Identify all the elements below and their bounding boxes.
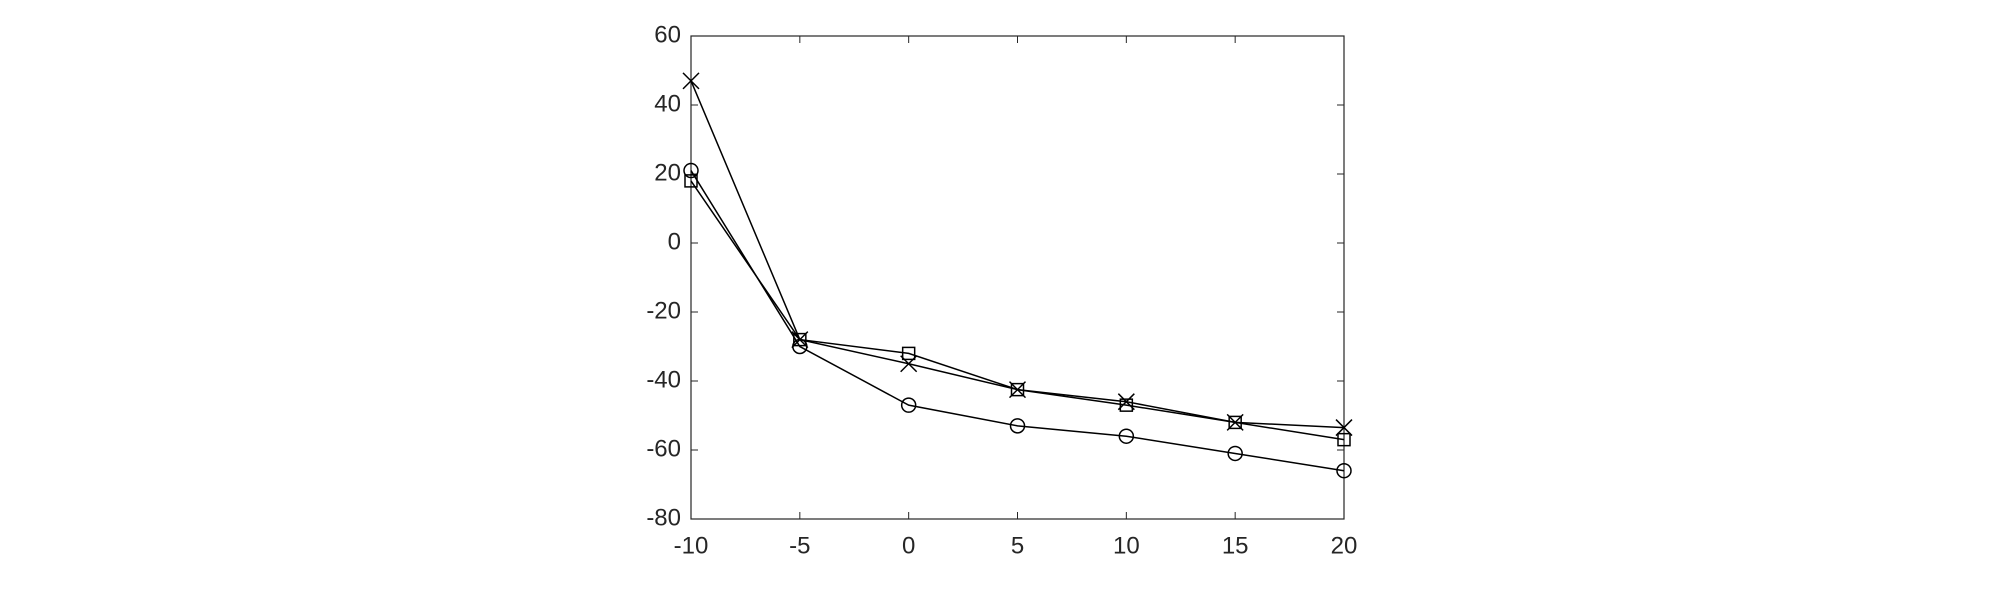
marker <box>1008 381 1027 399</box>
marker <box>1117 393 1135 411</box>
marker <box>683 162 699 179</box>
marker <box>684 174 698 188</box>
x-tick-label: 20 <box>1331 532 1358 559</box>
x-tick-label: -5 <box>789 532 810 559</box>
marker <box>1336 462 1352 479</box>
marker <box>1337 432 1351 447</box>
marker <box>900 355 918 373</box>
marker <box>793 332 807 347</box>
y-tick-label: -40 <box>646 366 681 393</box>
x-tick-label: 5 <box>1011 532 1024 559</box>
marker <box>1226 413 1244 431</box>
y-tick-label: 20 <box>654 159 681 186</box>
marker <box>1009 418 1026 434</box>
marker <box>791 331 809 349</box>
y-tick-label: 60 <box>654 21 681 48</box>
y-tick-label: 0 <box>668 228 681 255</box>
y-tick-label: -20 <box>646 297 681 324</box>
marker <box>1227 445 1243 462</box>
x-tick-label: 0 <box>902 532 915 559</box>
plot-frame <box>690 35 1345 520</box>
y-tick-label: -60 <box>646 435 681 462</box>
marker <box>1119 398 1134 412</box>
x-tick-label: -10 <box>674 532 709 559</box>
y-tick-label: 40 <box>654 90 681 117</box>
x-tick-label: 15 <box>1222 532 1249 559</box>
marker <box>900 397 917 413</box>
marker <box>1335 419 1353 437</box>
series-line <box>690 170 1345 472</box>
y-tick-label: -80 <box>646 504 681 531</box>
marker <box>901 346 916 361</box>
marker <box>682 72 700 90</box>
marker <box>1118 428 1135 444</box>
x-tick-label: 10 <box>1113 532 1140 559</box>
